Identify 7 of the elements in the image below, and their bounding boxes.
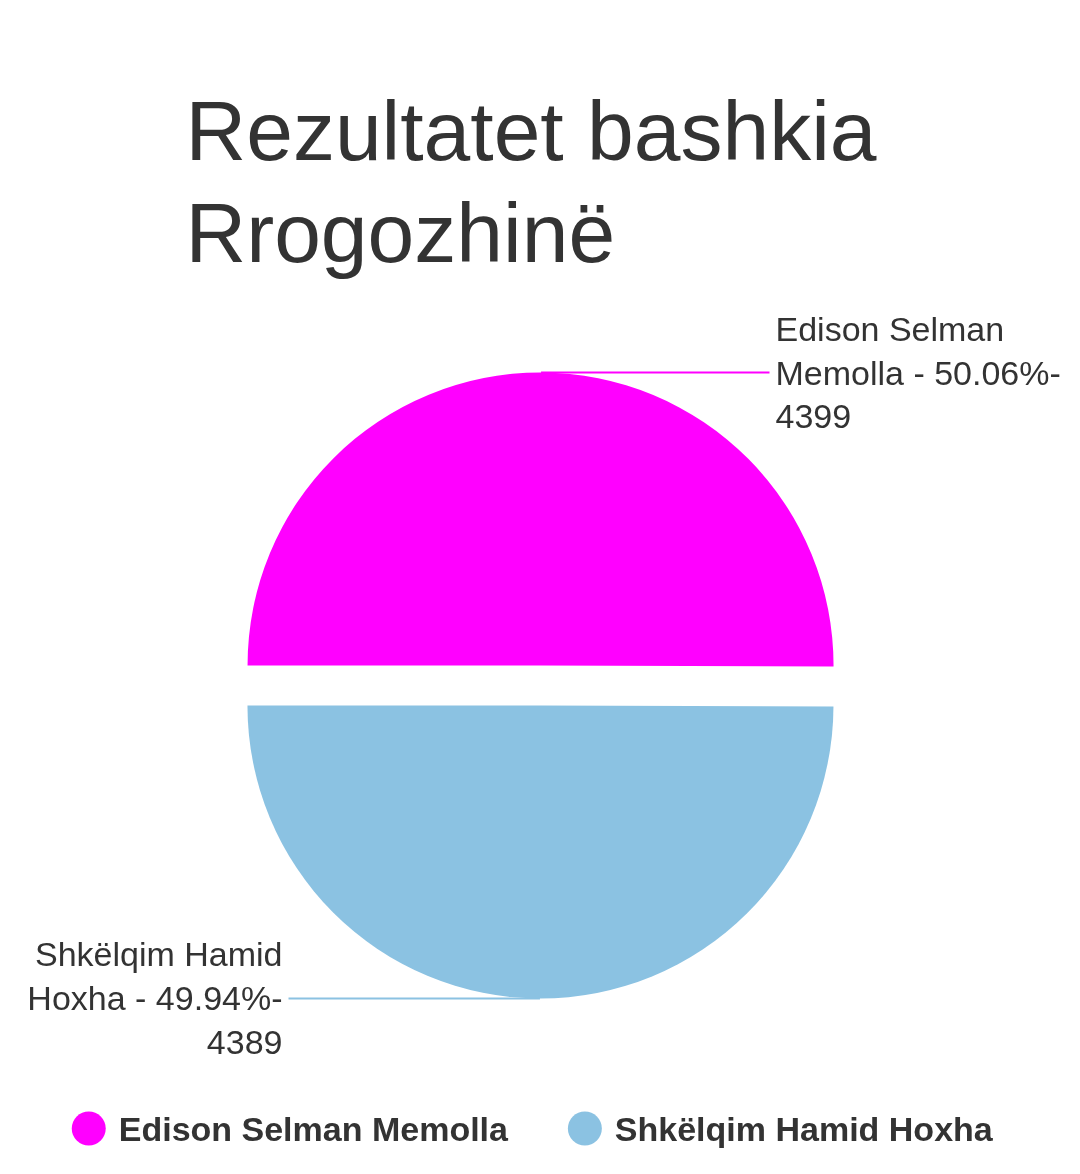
data-label: 4399 xyxy=(775,397,852,435)
legend-label: Shkëlqim Hamid Hoxha xyxy=(614,1109,994,1148)
text: Edison Selman Memolla - 50.06%- xyxy=(775,309,1061,392)
text: Shkëlqim Hamid Hoxha - 49.94%- xyxy=(27,935,283,1018)
chart-title: Rezultatet bashkia Rrogozhinë xyxy=(185,83,877,280)
legend-label: Edison Selman Memolla xyxy=(118,1109,510,1148)
data-label: 4389 xyxy=(206,1023,283,1061)
